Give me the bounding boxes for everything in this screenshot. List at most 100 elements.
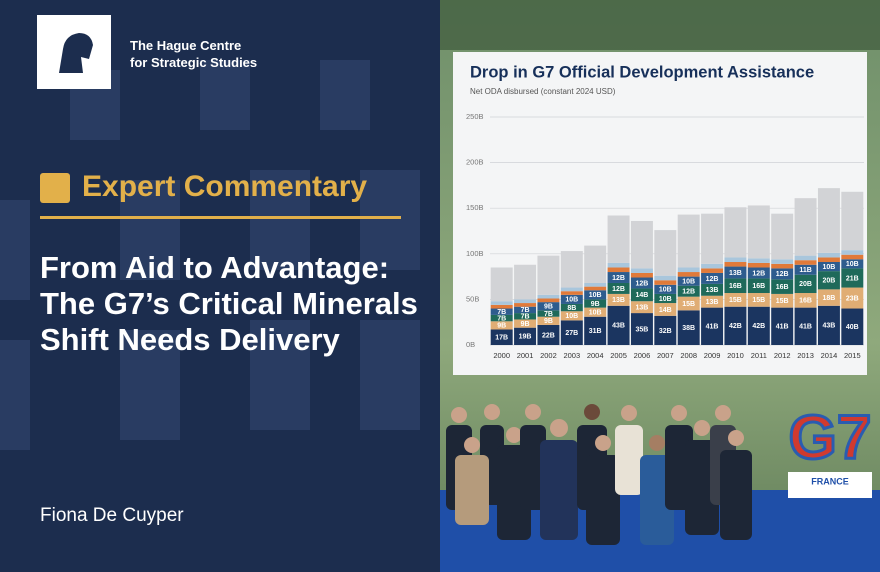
bar-segment bbox=[841, 254, 864, 260]
bar-segment bbox=[794, 255, 817, 261]
bar-segment bbox=[537, 302, 560, 311]
value-label: 32B bbox=[659, 328, 672, 335]
bar-segment bbox=[794, 274, 817, 294]
bar-segment bbox=[747, 267, 770, 279]
bar-segment bbox=[817, 188, 840, 253]
bar-segment bbox=[677, 214, 700, 268]
value-label: 19B bbox=[519, 334, 532, 341]
bar-segment bbox=[794, 293, 817, 308]
value-label: 12B bbox=[776, 271, 789, 278]
bar-segment bbox=[817, 289, 840, 306]
x-tick-label: 2004 bbox=[587, 351, 604, 360]
bar-segment bbox=[514, 299, 537, 304]
value-label: 14B bbox=[659, 307, 672, 314]
bar-segment bbox=[794, 260, 817, 265]
value-label: 14B bbox=[636, 292, 649, 299]
value-label: 10B bbox=[589, 292, 602, 299]
value-label: 7B bbox=[521, 314, 530, 321]
bar-segment bbox=[654, 293, 677, 304]
org-line: The Hague Centre bbox=[130, 38, 242, 53]
building-windows bbox=[0, 60, 420, 450]
bar-segment bbox=[701, 307, 724, 345]
bar-segment bbox=[654, 303, 677, 316]
value-label: 7B bbox=[521, 307, 530, 314]
headline: From Aid to Advantage: The G7’s Critical… bbox=[40, 250, 418, 357]
value-label: 9B bbox=[521, 321, 530, 328]
bar-segment bbox=[794, 198, 817, 256]
bar-segment bbox=[817, 271, 840, 290]
bar-segment bbox=[607, 272, 630, 283]
bar-segment bbox=[514, 319, 537, 328]
x-tick-label: 2013 bbox=[797, 351, 814, 360]
kicker-icon bbox=[40, 173, 70, 203]
value-label: 15B bbox=[752, 297, 765, 304]
bar-segment bbox=[490, 321, 513, 330]
value-label: 16B bbox=[729, 283, 742, 290]
value-label: 15B bbox=[776, 298, 789, 305]
x-tick-label: 2006 bbox=[634, 351, 651, 360]
bar-segment bbox=[701, 295, 724, 308]
bar-segment bbox=[747, 258, 770, 263]
logo bbox=[37, 15, 111, 89]
chart: Drop in G7 Official Development Assistan… bbox=[453, 52, 867, 375]
bar-segment bbox=[514, 327, 537, 345]
value-label: 20B bbox=[823, 278, 836, 285]
bar-segment bbox=[724, 207, 747, 258]
bar-segment bbox=[607, 267, 630, 273]
sign-base bbox=[788, 472, 872, 498]
bar-segment bbox=[490, 304, 513, 309]
x-tick-label: 2003 bbox=[563, 351, 580, 360]
value-label: 16B bbox=[799, 298, 812, 305]
value-label: 7B bbox=[497, 309, 506, 316]
value-label: 10B bbox=[589, 310, 602, 317]
bar-segment bbox=[560, 287, 583, 292]
bar-segment bbox=[630, 313, 653, 345]
bar-segment bbox=[771, 293, 794, 308]
bar-segment bbox=[654, 230, 677, 276]
bar-segment bbox=[630, 268, 653, 273]
bar-segment bbox=[817, 257, 840, 263]
bar-segment bbox=[724, 278, 747, 294]
x-tick-label: 2005 bbox=[610, 351, 627, 360]
bar-segment bbox=[817, 262, 840, 272]
sign-caption: FRANCE bbox=[811, 476, 849, 486]
bar-segment bbox=[771, 259, 794, 264]
value-label: 21B bbox=[846, 275, 859, 282]
value-label: 27B bbox=[565, 330, 578, 337]
bar-segment bbox=[817, 252, 840, 258]
value-label: 12B bbox=[682, 289, 695, 296]
bar-segment bbox=[490, 308, 513, 315]
bar-segment bbox=[841, 191, 864, 251]
bar-segment bbox=[747, 205, 770, 259]
value-label: 17B bbox=[495, 335, 508, 342]
bar-segment bbox=[747, 262, 770, 268]
value-label: 20B bbox=[799, 281, 812, 288]
bar-segment bbox=[607, 282, 630, 294]
bar-segment bbox=[630, 220, 653, 269]
bar-segment bbox=[771, 263, 794, 269]
bar-segment bbox=[560, 291, 583, 295]
chart-subtitle: Net ODA disbursed (constant 2024 USD) bbox=[470, 87, 616, 96]
bar-segment bbox=[537, 310, 560, 317]
x-tick-label: 2000 bbox=[493, 351, 510, 360]
bar-segment bbox=[560, 303, 583, 312]
x-tick-label: 2008 bbox=[680, 351, 697, 360]
value-label: 10B bbox=[565, 313, 578, 320]
value-label: 43B bbox=[823, 323, 836, 330]
bar-segment bbox=[794, 264, 817, 275]
bar-segment bbox=[841, 308, 864, 345]
bar-segment bbox=[841, 268, 864, 288]
bar-segment bbox=[514, 303, 537, 307]
value-label: 13B bbox=[706, 299, 719, 306]
x-tick-label: 2011 bbox=[751, 351, 767, 360]
bar-segment bbox=[724, 293, 747, 307]
bar-segment bbox=[607, 293, 630, 306]
bar-segment bbox=[771, 307, 794, 345]
value-label: 8B bbox=[567, 305, 576, 312]
bar-segment bbox=[537, 298, 560, 303]
bar-segment bbox=[654, 275, 677, 281]
y-tick-label: 50B bbox=[466, 294, 479, 303]
bar-segment bbox=[841, 287, 864, 309]
x-tick-label: 2002 bbox=[540, 351, 557, 360]
